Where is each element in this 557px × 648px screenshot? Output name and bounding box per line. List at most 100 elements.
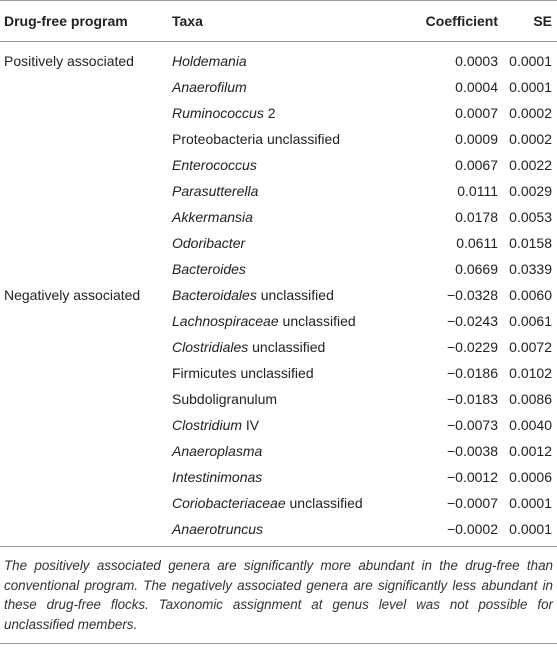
- cell-se: 0.0001: [509, 79, 552, 95]
- taxa-name-italic: Bacteroidales: [172, 287, 257, 303]
- taxa-name-italic: Ruminococcus: [172, 105, 264, 121]
- cell-taxa: Anaerotruncus: [165, 516, 398, 546]
- cell-program-group: [0, 74, 165, 100]
- taxa-name-italic: Enterococcus: [172, 157, 257, 173]
- cell-coefficient: −0.0243: [447, 313, 498, 329]
- cell-se: 0.0002: [509, 105, 552, 121]
- cell-program-group: [0, 204, 165, 230]
- cell-taxa: Lachnospiraceae unclassified: [165, 308, 398, 334]
- taxa-name-italic: Anaerotruncus: [172, 521, 264, 537]
- taxa-name-plain: 2: [263, 105, 276, 121]
- table-row: Positively associated Holdemania 0.0003 0.0…: [0, 42, 557, 75]
- cell-taxa: Anaeroplasma: [165, 438, 398, 464]
- cell-program-group: [0, 152, 165, 178]
- cell-program-group: [0, 516, 165, 546]
- cell-program-group: [0, 412, 165, 438]
- table-row: Intestinimonas −0.0012 0.0006: [0, 464, 557, 490]
- cell-coefficient: 0.0669: [455, 261, 498, 277]
- cell-se: 0.0001: [509, 495, 552, 511]
- cell-se: 0.0001: [509, 53, 552, 69]
- cell-coefficient: −0.0002: [447, 521, 498, 537]
- table-header: Drug-free program Taxa Coefficient SE: [0, 0, 557, 42]
- table-row: Ruminococcus 2 0.0007 0.0002: [0, 100, 557, 126]
- cell-taxa: Bacteroides: [165, 256, 398, 282]
- table-row: Clostridium IV −0.0073 0.0040: [0, 412, 557, 438]
- table-row: Anaerofilum 0.0004 0.0001: [0, 74, 557, 100]
- table-row: Lachnospiraceae unclassified −0.0243 0.006…: [0, 308, 557, 334]
- cell-program-group: [0, 464, 165, 490]
- taxa-name-italic: Coriobacteriaceae: [172, 495, 286, 511]
- cell-program-group: [0, 126, 165, 152]
- taxa-name-italic: Clostridiales: [172, 339, 249, 355]
- taxa-name-italic: Akkermansia: [172, 209, 253, 225]
- cell-taxa: Bacteroidales unclassified: [165, 282, 398, 308]
- cell-se: 0.0001: [509, 521, 552, 537]
- cell-program-group: [0, 490, 165, 516]
- cell-coefficient: −0.0073: [447, 417, 498, 433]
- cell-taxa: Holdemania: [165, 42, 398, 75]
- cell-coefficient: 0.0067: [455, 157, 498, 173]
- table-row: Anaeroplasma −0.0038 0.0012: [0, 438, 557, 464]
- taxa-name-plain: unclassified: [256, 287, 334, 303]
- table-row: Proteobacteria unclassified 0.0009 0.0002: [0, 126, 557, 152]
- cell-program-group: [0, 178, 165, 204]
- cell-coefficient: 0.0007: [455, 105, 498, 121]
- cell-program-group: [0, 360, 165, 386]
- cell-coefficient: −0.0038: [447, 443, 498, 459]
- cell-se: 0.0339: [509, 261, 552, 277]
- results-table: Drug-free program Taxa Coefficient SE Po…: [0, 0, 557, 547]
- taxa-name-italic: Anaeroplasma: [172, 443, 263, 459]
- table-row: Bacteroides 0.0669 0.0339: [0, 256, 557, 282]
- cell-coefficient: −0.0007: [447, 495, 498, 511]
- taxa-name-italic: Holdemania: [172, 53, 247, 69]
- cell-coefficient: 0.0111: [457, 183, 498, 199]
- table-row: Akkermansia 0.0178 0.0053: [0, 204, 557, 230]
- taxa-name-plain: unclassified: [278, 313, 356, 329]
- cell-program-group: Negatively associated: [4, 287, 141, 303]
- table-body: Positively associated Holdemania 0.0003 0.0…: [0, 42, 557, 547]
- cell-coefficient: 0.0178: [455, 209, 498, 225]
- cell-se: 0.0022: [509, 157, 552, 173]
- table-footnote: The positively associated genera are sig…: [0, 546, 557, 644]
- cell-program-group: [0, 438, 165, 464]
- table-row: Anaerotruncus −0.0002 0.0001: [0, 516, 557, 546]
- cell-coefficient: 0.0003: [455, 53, 498, 69]
- taxa-name-plain: Firmicutes unclassified: [172, 365, 314, 381]
- cell-taxa: Intestinimonas: [165, 464, 398, 490]
- table-row: Parasutterella 0.0111 0.0029: [0, 178, 557, 204]
- table-row: Negatively associated Bacteroidales uncla…: [0, 282, 557, 308]
- taxa-name-italic: Clostridium: [172, 417, 243, 433]
- taxa-name-italic: Anaerofilum: [172, 79, 247, 95]
- taxa-name-plain: unclassified: [248, 339, 326, 355]
- table-row: Odoribacter 0.0611 0.0158: [0, 230, 557, 256]
- taxa-name-plain: IV: [242, 417, 260, 433]
- cell-program-group: [0, 230, 165, 256]
- header-drug-free-program: Drug-free program: [0, 0, 165, 42]
- cell-taxa: Clostridium IV: [165, 412, 398, 438]
- cell-taxa: Clostridiales unclassified: [165, 334, 398, 360]
- taxa-name-plain: unclassified: [285, 495, 363, 511]
- taxa-name-italic: Intestinimonas: [172, 469, 263, 485]
- taxa-name-italic: Lachnospiraceae: [172, 313, 279, 329]
- cell-taxa: Parasutterella: [165, 178, 398, 204]
- cell-se: 0.0040: [509, 417, 552, 433]
- cell-se: 0.0072: [509, 339, 552, 355]
- cell-taxa: Firmicutes unclassified: [165, 360, 398, 386]
- cell-taxa: Proteobacteria unclassified: [165, 126, 398, 152]
- cell-program-group: [0, 256, 165, 282]
- taxa-name-italic: Odoribacter: [172, 235, 246, 251]
- header-taxa: Taxa: [165, 0, 398, 42]
- table-row: Subdoligranulum −0.0183 0.0086: [0, 386, 557, 412]
- table-row: Coriobacteriaceae unclassified −0.0007 0.0…: [0, 490, 557, 516]
- cell-taxa: Odoribacter: [165, 230, 398, 256]
- cell-se: 0.0060: [509, 287, 552, 303]
- cell-program-group: Positively associated: [4, 53, 134, 69]
- cell-se: 0.0053: [509, 209, 552, 225]
- cell-coefficient: 0.0009: [455, 131, 498, 147]
- cell-se: 0.0002: [509, 131, 552, 147]
- cell-coefficient: 0.0611: [456, 235, 498, 251]
- cell-coefficient: −0.0012: [447, 469, 498, 485]
- cell-taxa: Akkermansia: [165, 204, 398, 230]
- cell-program-group: [0, 386, 165, 412]
- cell-se: 0.0061: [509, 313, 552, 329]
